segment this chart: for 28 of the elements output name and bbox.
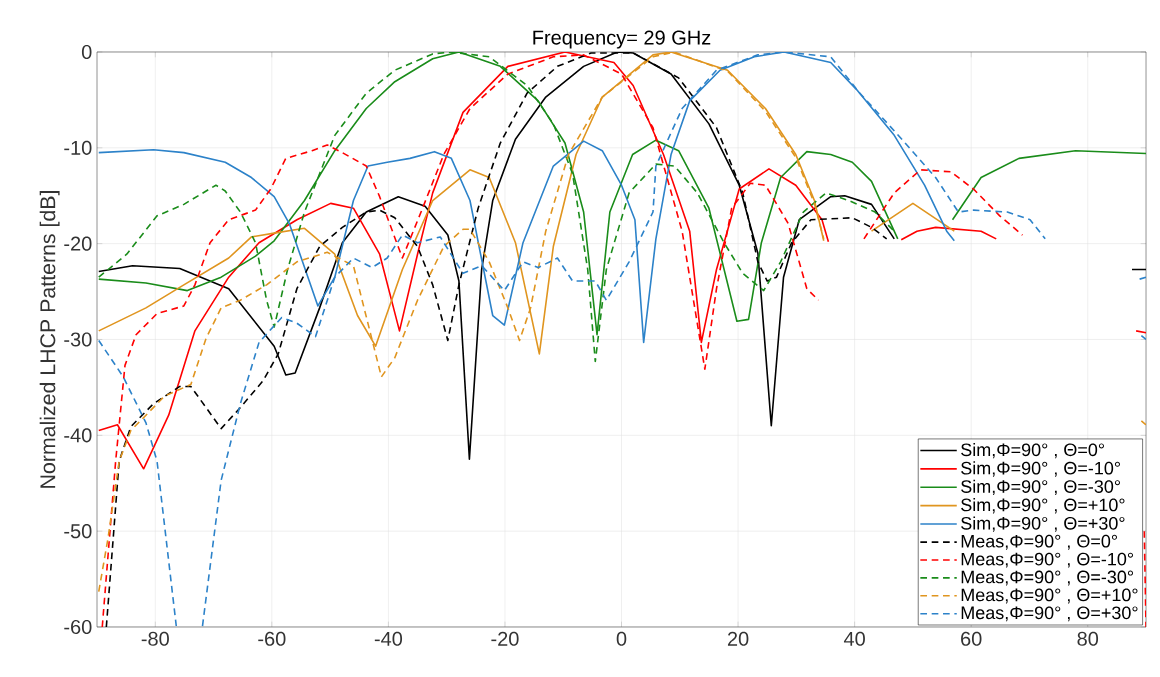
chart-title: Frequency= 29 GHz [533,30,711,49]
y-axis-title: Normalized LHCP Patterns [dB] [39,191,60,488]
legend-label: Meas,Φ=90° , Θ=0° [961,534,1117,550]
x-tick-label: -80 [141,631,169,646]
y-tick-label: -60 [64,619,92,635]
x-tick-label: 20 [727,631,749,646]
y-tick-label: -30 [64,332,92,347]
y-tick-label: -40 [64,428,92,443]
legend-label: Sim,Φ=90° , Θ=0° [961,442,1104,459]
x-tick-label: 40 [843,631,865,646]
y-tick-label: -50 [64,524,92,539]
x-tick-label: 80 [1077,631,1099,646]
legend-label: Meas,Φ=90° , Θ=-30° [961,570,1133,586]
legend-label: Meas,Φ=90° , Θ=+10° [961,588,1138,604]
y-tick-label: -20 [64,236,92,251]
x-tick-label: -40 [374,631,403,646]
y-tick-label: -10 [64,140,92,155]
legend-label: Sim,Φ=90° , Θ=+10° [961,498,1125,514]
legend-label: Meas,Φ=90° , Θ=-10° [961,552,1133,568]
legend-label: Meas,Φ=90° , Θ=+30° [961,606,1138,622]
x-tick-label: -20 [491,631,519,646]
y-tick-label: 0 [81,44,92,60]
x-tick-label: 60 [961,631,982,646]
x-tick-label: -60 [258,631,286,646]
x-tick-label: 0 [616,631,627,646]
legend-label: Sim,Φ=90° , Θ=-30° [961,479,1120,496]
legend-label: Sim,Φ=90° , Θ=+30° [961,516,1125,532]
legend-label: Sim,Φ=90° , Θ=-10° [961,461,1120,477]
